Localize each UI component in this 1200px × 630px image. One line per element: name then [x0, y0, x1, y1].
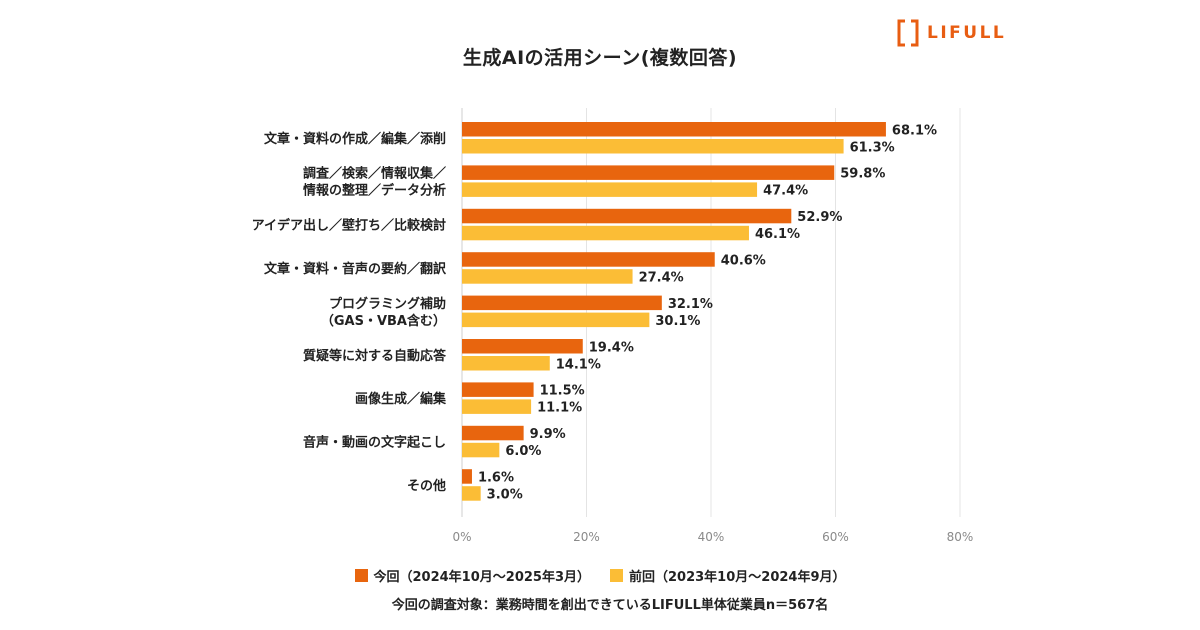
x-tick-label: 80% — [947, 530, 974, 544]
data-label: 9.9% — [530, 427, 566, 442]
category-label: 質疑等に対する自動応答 — [303, 348, 447, 364]
data-label: 11.1% — [537, 401, 582, 416]
bar — [462, 356, 550, 371]
data-label: 68.1% — [892, 123, 937, 138]
category-label: 情報の整理／データ分析 — [303, 183, 446, 199]
survey-note: 今回の調査対象：業務時間を創出できているLIFULL単体従業員n＝567名 — [391, 598, 829, 613]
legend-item: 前回（2023年10月〜2024年9月） — [610, 566, 846, 585]
category-label: （GAS・VBA含む） — [321, 313, 446, 329]
data-label: 47.4% — [763, 184, 808, 199]
data-label: 40.6% — [721, 253, 766, 268]
legend-label: 今回（2024年10月〜2025年3月） — [373, 570, 591, 585]
category-label: 文章・資料の作成／編集／添削 — [264, 131, 446, 147]
data-label: 1.6% — [478, 470, 514, 485]
bar — [462, 399, 532, 414]
category-label: アイデア出し／壁打ち／比較検討 — [252, 218, 446, 234]
data-label: 6.0% — [505, 444, 541, 459]
bar — [462, 312, 650, 328]
bar — [462, 182, 758, 197]
brand-logo: LIFULL — [897, 18, 1006, 48]
data-label: 32.1% — [668, 297, 713, 312]
brand-name: LIFULL — [927, 23, 1007, 43]
legend-label: 前回（2023年10月〜2024年9月） — [629, 570, 846, 585]
data-label: 14.1% — [556, 357, 601, 372]
data-label: 11.5% — [540, 384, 585, 399]
category-label: その他 — [407, 478, 446, 494]
bar — [462, 252, 715, 267]
category-label: 音声・動画の文字起こし — [303, 435, 446, 451]
x-tick-label: 20% — [573, 530, 600, 544]
x-tick-label: 40% — [698, 530, 725, 544]
data-label: 30.1% — [655, 314, 700, 329]
category-label: プログラミング補助 — [329, 296, 446, 312]
bar — [462, 208, 792, 224]
data-label: 3.0% — [487, 487, 523, 502]
data-label: 59.8% — [840, 167, 885, 182]
legend: 今回（2024年10月〜2025年3月） 前回（2023年10月〜2024年9月） — [0, 566, 1200, 585]
chart-title: 生成AIの活用シーン(複数回答) — [462, 47, 738, 69]
bar — [462, 122, 886, 137]
data-label: 52.9% — [797, 210, 842, 225]
legend-swatch — [354, 569, 368, 582]
x-tick-label: 60% — [822, 530, 849, 544]
bar — [462, 339, 583, 354]
category-label: 文章・資料・音声の要約／翻訳 — [264, 261, 447, 277]
bar-chart: 0% 20% 40% 60% 80% 文章・資料の作成／編集／添削 68.1% 61.3% 調査… — [252, 108, 974, 544]
bar — [462, 425, 524, 441]
bar — [462, 269, 633, 284]
x-tick-label: 0% — [452, 530, 471, 544]
legend-swatch — [610, 569, 623, 582]
data-label: 27.4% — [639, 270, 684, 285]
bar — [462, 382, 534, 397]
bar — [462, 295, 662, 311]
data-label: 46.1% — [755, 227, 800, 242]
bar — [462, 442, 500, 458]
category-label: 画像生成／編集 — [355, 391, 447, 407]
bar — [462, 486, 481, 501]
bar — [462, 225, 749, 241]
bar — [462, 165, 835, 180]
legend-item: 今回（2024年10月〜2025年3月） — [354, 566, 591, 585]
data-label: 61.3% — [850, 140, 895, 155]
bar — [462, 469, 472, 484]
category-label: 調査／検索／情報収集／ — [303, 166, 446, 182]
lifull-bracket-icon — [897, 19, 919, 47]
bar — [462, 139, 844, 154]
data-label: 19.4% — [589, 340, 634, 355]
